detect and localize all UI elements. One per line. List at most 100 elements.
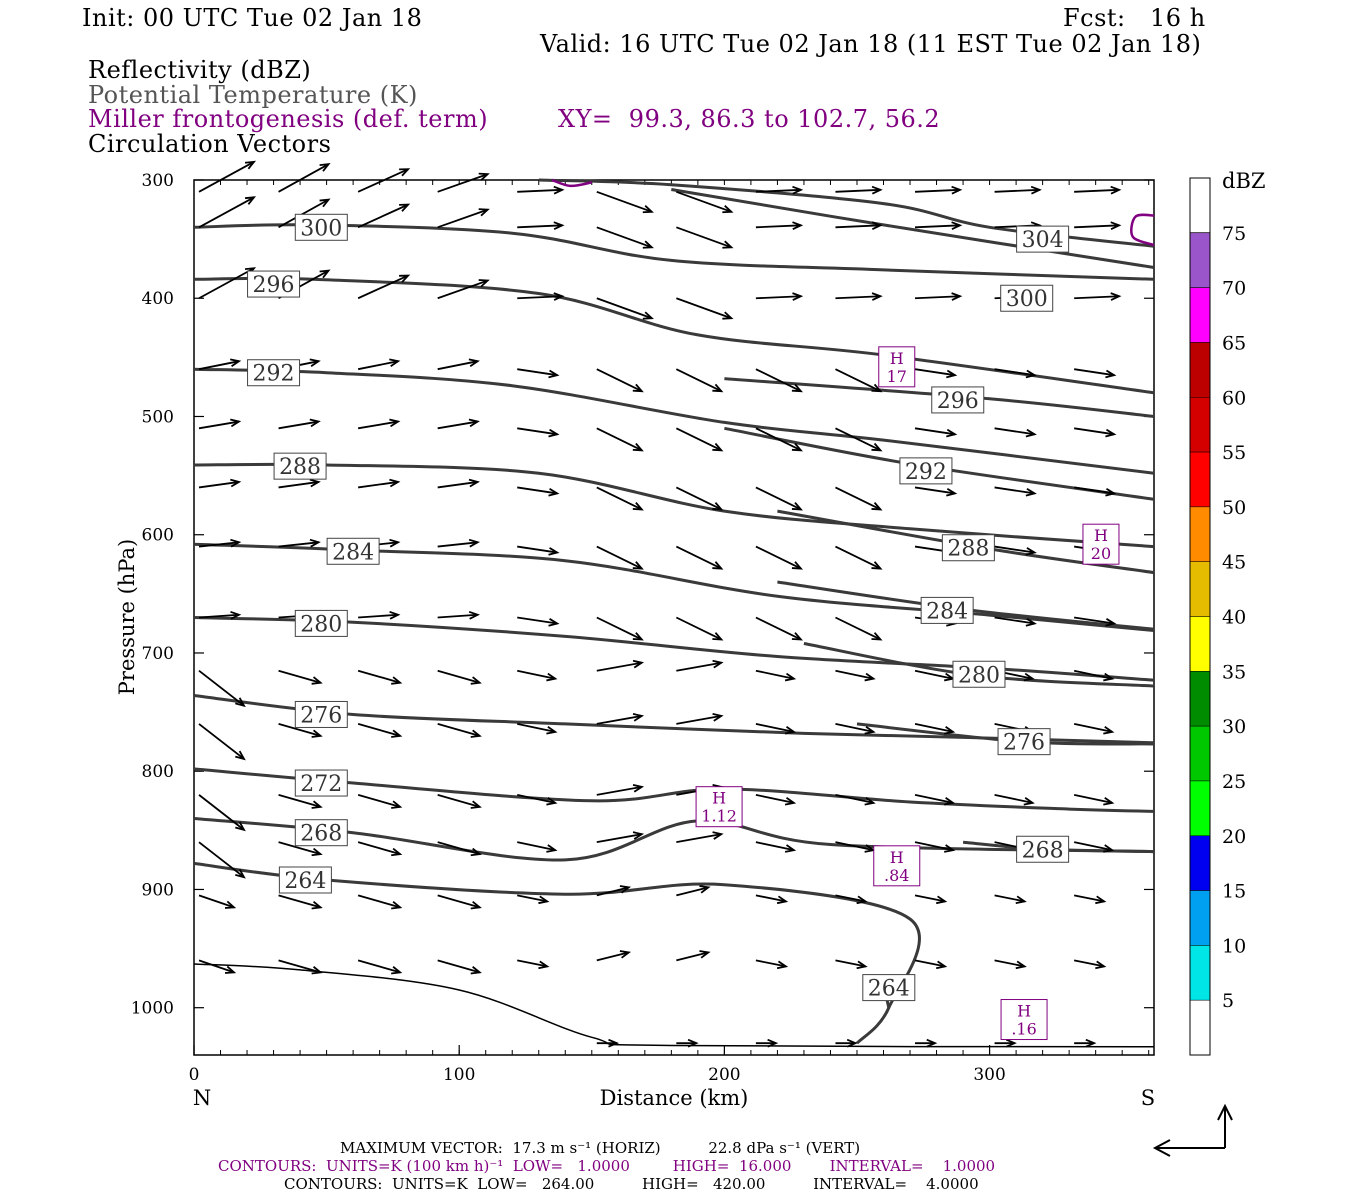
circulation-vector [835, 188, 881, 193]
circulation-vector [1074, 616, 1115, 625]
circulation-vector [676, 190, 732, 213]
circulation-vector-head [791, 442, 803, 452]
circulation-vector [914, 295, 961, 300]
init-time: Init: 00 UTC Tue 02 Jan 18 [82, 4, 423, 32]
theta-contour-label: 296 [937, 389, 979, 414]
theta-contour-label-box [247, 359, 301, 387]
colorbar-segment [1189, 616, 1211, 672]
circulation-vector [835, 669, 874, 680]
circulation-vector [437, 360, 478, 371]
circulation-vector-head [1025, 547, 1037, 556]
theta-contour-label: 276 [1003, 731, 1045, 756]
circulation-vector [914, 486, 956, 495]
circulation-vector [994, 959, 1025, 968]
circulation-vector [517, 723, 556, 733]
circulation-vector-head [632, 561, 644, 570]
circulation-vector-head [944, 844, 956, 853]
circulation-vector [198, 613, 240, 619]
circulation-vector [1073, 959, 1105, 968]
colorbar-level-label: 35 [1222, 661, 1246, 683]
circulation-vector-head [546, 844, 558, 853]
circulation-vector [198, 481, 240, 489]
circulation-vector-head [389, 478, 401, 488]
circulation-vector [755, 959, 787, 968]
circulation-vector [596, 715, 642, 725]
frontogenesis-max-box [878, 346, 916, 388]
circulation-vector [994, 793, 1033, 804]
circulation-vector [675, 368, 722, 392]
colorbar-unit: dBZ [1222, 169, 1265, 193]
circulation-vector [596, 661, 642, 672]
circulation-vector [1073, 793, 1113, 804]
circulation-vector-head [478, 208, 490, 217]
circulation-vector-head [791, 502, 803, 511]
colorbar-level-label: 50 [1222, 497, 1246, 519]
circulation-vector-head [391, 676, 403, 685]
circulation-vector-head [309, 478, 321, 488]
circulation-vector-head [230, 478, 242, 488]
circulation-vector [755, 723, 795, 733]
circulation-vector-head [244, 196, 257, 205]
circulation-vector-head [946, 487, 958, 497]
circulation-vector [1074, 486, 1115, 495]
circulation-vector [517, 793, 556, 804]
circulation-vector-head [235, 750, 246, 761]
frontogenesis-max-box [695, 786, 743, 828]
circulation-vector-head [553, 221, 565, 230]
circulation-vector [437, 481, 478, 489]
frontogenesis-max-label: H [1017, 1002, 1031, 1021]
circulation-vector-head [548, 487, 560, 497]
circulation-vector-head [546, 672, 558, 682]
circulation-vector [994, 616, 1035, 625]
footer-theta-contours: CONTOURS: UNITS=K LOW= 264.00 HIGH= 420.… [284, 1175, 979, 1193]
circulation-vector-head [468, 418, 480, 428]
circulation-vector [357, 274, 409, 300]
circulation-vector [1074, 224, 1120, 229]
circulation-vector-head [1015, 960, 1027, 970]
colorbar-segment [1189, 890, 1211, 946]
circulation-vector-head [468, 478, 480, 488]
theta-contour-label-box [294, 213, 348, 241]
theta-contour-label-box [247, 270, 301, 298]
circulation-vector [596, 190, 653, 213]
circulation-vector [357, 723, 401, 737]
circulation-vector-head [1105, 487, 1117, 497]
circulation-vector-head [1110, 185, 1122, 195]
circulation-vector [198, 959, 235, 974]
circulation-vector-head [389, 610, 401, 620]
theta-contour-label: 292 [905, 460, 947, 485]
colorbar-level-label: 45 [1222, 552, 1246, 574]
theta-contour-label: 280 [958, 663, 1000, 688]
circulation-vector [198, 541, 240, 548]
circulation-vector-head [632, 383, 644, 393]
circulation-vector [914, 894, 946, 903]
colorbar-segment [1189, 945, 1211, 1001]
theta-contour-label: 284 [332, 540, 374, 565]
y-tick-label: 300 [142, 171, 174, 191]
circulation-vector-head [642, 240, 654, 249]
circulation-vector-head [791, 561, 803, 570]
circulation-vector [914, 368, 956, 377]
circulation-vector-head [470, 847, 482, 857]
circulation-vector [755, 669, 795, 680]
theta-contour-label: 288 [279, 455, 321, 480]
field-label-vectors: Circulation Vectors [88, 130, 332, 158]
axis-ticks: 0 100 200 300 300 400 500 600 700 800 900 1000 [131, 171, 1154, 1085]
colorbar-segment [1189, 725, 1211, 782]
circulation-vector-head [791, 632, 803, 641]
circulation-vector [835, 841, 874, 852]
circulation-vector [278, 841, 321, 856]
circulation-vector-head [944, 726, 956, 735]
circulation-vector [755, 894, 787, 903]
circulation-vector-head [309, 418, 321, 428]
theta-contour-label: 300 [1006, 287, 1048, 312]
circulation-vector [596, 226, 653, 249]
colorbar-level-label: 65 [1222, 332, 1246, 354]
circulation-vector [278, 894, 321, 909]
circulation-vector-head [632, 783, 645, 793]
circulation-vector-head [792, 292, 804, 301]
circulation-vector [278, 420, 319, 430]
circulation-vector [1074, 427, 1115, 436]
circulation-vector-head [1015, 895, 1027, 905]
